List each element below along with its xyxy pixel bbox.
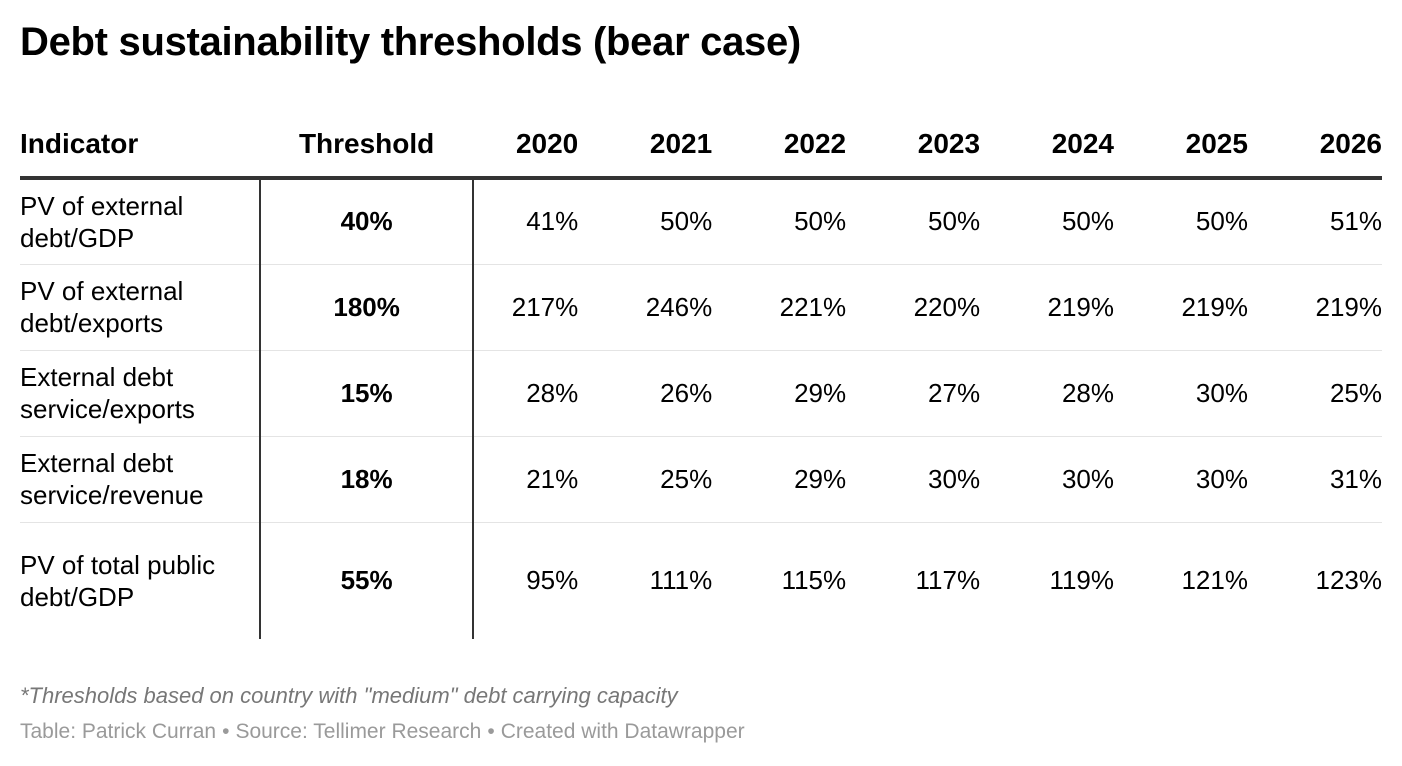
indicator-cell: PV of external debt/GDP xyxy=(20,178,262,265)
value-cell: 21% xyxy=(472,436,579,523)
value-cell: 30% xyxy=(980,436,1115,523)
table-row: PV of external debt/GDP 40% 41% 50% 50% … xyxy=(20,178,1382,265)
value-cell: 117% xyxy=(915,565,981,596)
value-cell: 50% xyxy=(1114,178,1248,265)
threshold-cell: 55% xyxy=(260,522,474,639)
indicator-cell: External debt service/exports xyxy=(20,350,262,437)
credit-separator: • xyxy=(487,720,495,743)
value-cell: 27% xyxy=(846,350,981,437)
value-cell: 50% xyxy=(578,178,713,265)
column-header-2026: 2026 xyxy=(1247,112,1382,180)
column-header-2021: 2021 xyxy=(578,112,713,180)
value-cell: 25% xyxy=(578,436,713,523)
value-cell: 123% xyxy=(1315,565,1383,596)
column-header-2023: 2023 xyxy=(846,112,981,180)
value-cell: 217% xyxy=(472,264,579,351)
value-cell: 221% xyxy=(712,264,847,351)
value-cell: 219% xyxy=(1247,264,1382,351)
credit-created-with: Created with Datawrapper xyxy=(500,720,745,743)
value-cell: 26% xyxy=(578,350,713,437)
indicator-cell: PV of total public debt/GDP xyxy=(20,522,262,639)
value-cell: 219% xyxy=(1114,264,1248,351)
credit-source: Source: Tellimer Research xyxy=(235,720,482,743)
threshold-cell: 18% xyxy=(260,436,474,523)
debt-thresholds-table: Indicator Threshold 2020 2021 2022 2023 … xyxy=(20,112,1382,639)
column-header-2022: 2022 xyxy=(712,112,847,180)
value-cell: 25% xyxy=(1247,350,1382,437)
value-cell: 121% xyxy=(1181,565,1248,596)
credit-table-author: Table: Patrick Curran xyxy=(20,720,217,743)
footnote: *Thresholds based on country with "mediu… xyxy=(20,683,678,708)
column-header-2020: 2020 xyxy=(472,112,579,180)
value-cell: 50% xyxy=(980,178,1115,265)
threshold-cell: 40% xyxy=(260,178,474,265)
table-row: PV of total public debt/GDP 55% 95% 111%… xyxy=(20,522,1382,639)
value-cell: 30% xyxy=(846,436,981,523)
value-cell: 30% xyxy=(1114,350,1248,437)
column-header-2025: 2025 xyxy=(1114,112,1248,180)
value-cell: 29% xyxy=(712,350,847,437)
value-cell: 28% xyxy=(472,350,579,437)
value-cell: 50% xyxy=(712,178,847,265)
table-row: External debt service/revenue 18% 21% 25… xyxy=(20,436,1382,523)
indicator-cell: PV of external debt/exports xyxy=(20,264,262,351)
threshold-cell: 15% xyxy=(260,350,474,437)
credits-line: Table: Patrick Curran • Source: Tellimer R… xyxy=(20,720,745,744)
value-cell: 95% xyxy=(526,565,579,596)
value-cell: 115% xyxy=(781,565,847,596)
value-cell: 220% xyxy=(846,264,981,351)
table-row: External debt service/exports 15% 28% 26… xyxy=(20,350,1382,437)
value-cell: 29% xyxy=(712,436,847,523)
column-header-threshold: Threshold xyxy=(260,112,473,180)
value-cell: 51% xyxy=(1247,178,1382,265)
value-cell: 30% xyxy=(1114,436,1248,523)
header-row: Indicator Threshold 2020 2021 2022 2023 … xyxy=(20,112,1382,180)
indicator-cell: External debt service/revenue xyxy=(20,436,262,523)
threshold-cell: 180% xyxy=(260,264,474,351)
value-cell: 111% xyxy=(649,565,713,596)
value-cell: 219% xyxy=(980,264,1115,351)
credit-separator: • xyxy=(222,720,230,743)
column-header-indicator: Indicator xyxy=(20,112,261,180)
table-row: PV of external debt/exports 180% 217% 24… xyxy=(20,264,1382,351)
value-cell: 31% xyxy=(1247,436,1382,523)
value-cell: 119% xyxy=(1049,565,1115,596)
column-header-2024: 2024 xyxy=(980,112,1115,180)
table-title: Debt sustainability thresholds (bear cas… xyxy=(20,20,801,64)
value-cell: 50% xyxy=(846,178,981,265)
value-cell: 28% xyxy=(980,350,1115,437)
value-cell: 246% xyxy=(578,264,713,351)
value-cell: 41% xyxy=(472,178,579,265)
